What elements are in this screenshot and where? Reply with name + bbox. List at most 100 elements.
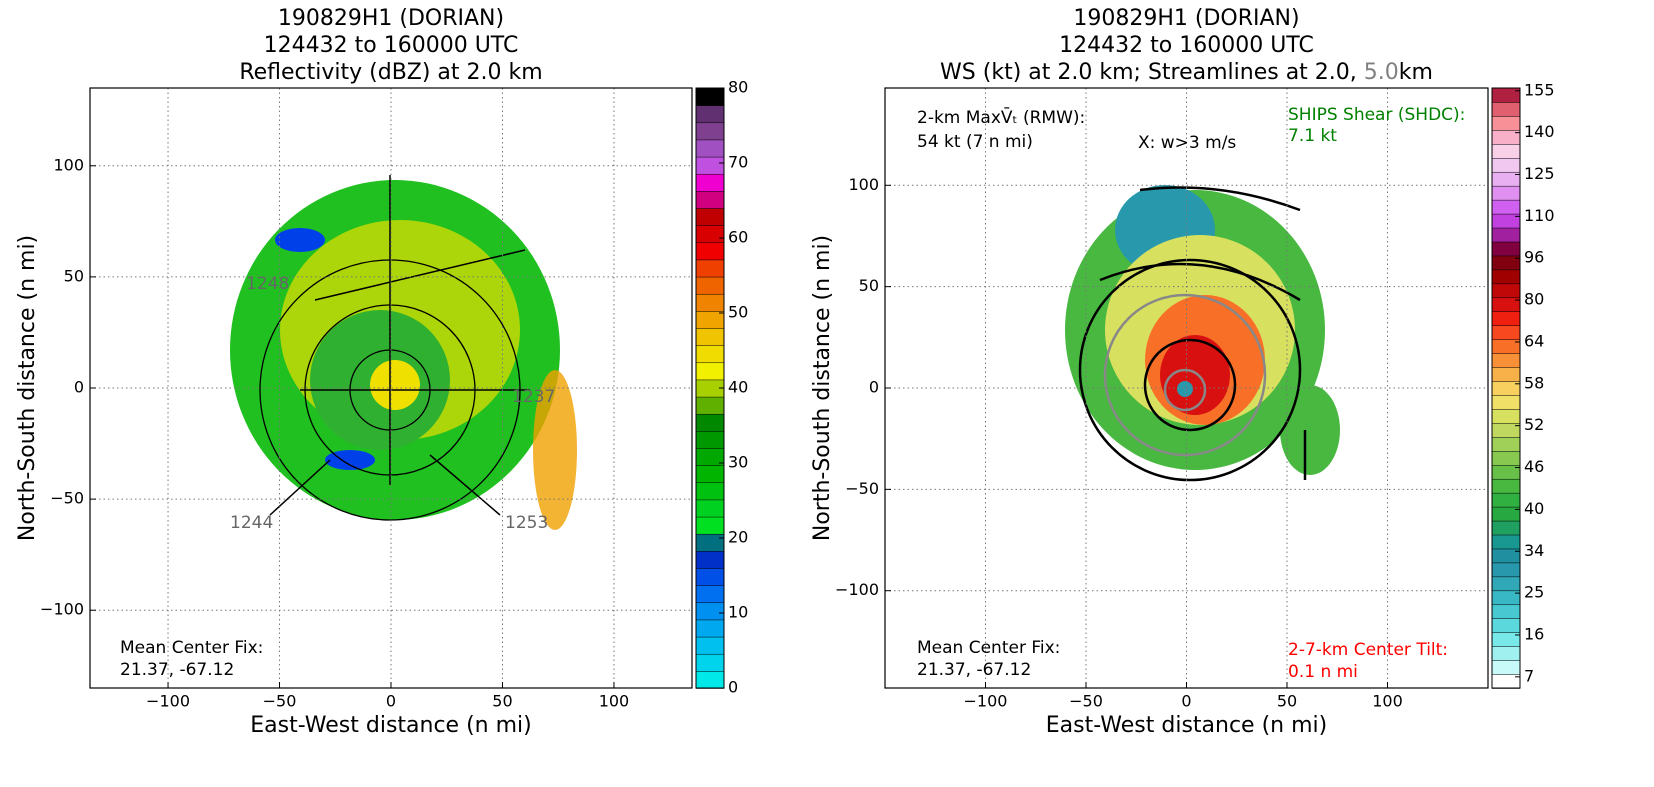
y-tick-label: 50 [64, 266, 84, 285]
colorbar-band [1491, 534, 1521, 550]
colorbar-band [695, 464, 725, 484]
x-tick-label: −50 [263, 692, 297, 711]
colorbar-tick-label: 16 [1524, 624, 1544, 643]
title-part: km [1399, 60, 1433, 85]
echo [1160, 335, 1230, 415]
colorbar-tick-label: 10 [728, 603, 748, 622]
colorbar-tick-label: 155 [1524, 80, 1555, 99]
colorbar-band [1491, 366, 1521, 382]
colorbar-band [1491, 617, 1521, 633]
annotation: 1253 [505, 513, 548, 533]
colorbar-band [1491, 157, 1521, 173]
colorbar-band [695, 430, 725, 449]
colorbar-tick-label: 52 [1524, 415, 1544, 434]
colorbar-band [1491, 143, 1521, 159]
y-axis-label: North-South distance (n mi) [810, 235, 835, 541]
colorbar-band [1491, 645, 1521, 661]
colorbar-band [695, 87, 725, 106]
colorbar-band [695, 139, 725, 158]
echo [325, 450, 375, 470]
x-axis-label: East-West distance (n mi) [1046, 713, 1327, 738]
colorbar-tick-label: 140 [1524, 122, 1555, 141]
plot-frame [89, 87, 693, 689]
colorbar-band [1491, 464, 1521, 480]
x-tick-label: 100 [599, 692, 630, 711]
x-tick-label: −100 [964, 692, 1008, 711]
echo [1177, 381, 1193, 397]
colorbar-tick-label: 60 [728, 228, 748, 247]
colorbar-band [1491, 324, 1521, 340]
annotation: Mean Center Fix: [917, 638, 1060, 658]
colorbar-band [1491, 255, 1521, 271]
x-tick-label: −50 [1069, 692, 1103, 711]
colorbar-tick-label: 96 [1524, 248, 1544, 267]
chart-title: WS (kt) at 2.0 km; Streamlines at 2.0, 5… [940, 60, 1433, 85]
colorbar-band [1491, 269, 1521, 285]
annotation: 1237 [512, 387, 555, 407]
annotation: X: w>3 m/s [1138, 133, 1236, 153]
y-tick-label: −50 [845, 479, 879, 498]
colorbar-band [695, 242, 725, 261]
colorbar-tick-label: 110 [1524, 206, 1555, 225]
x-tick-label: 50 [492, 692, 512, 711]
x-tick-label: 0 [1181, 692, 1191, 711]
colorbar-band [1491, 297, 1521, 313]
y-tick-label: −100 [40, 600, 84, 619]
chart-title: 124432 to 160000 UTC [264, 33, 519, 58]
colorbar-tick-label: 58 [1524, 373, 1544, 392]
colorbar-band [1491, 408, 1521, 424]
annotation: 54 kt (7 n mi) [917, 132, 1033, 152]
wind-barbs [259, 259, 521, 521]
colorbar-tick-label: 50 [728, 303, 748, 322]
colorbar-band [695, 584, 725, 604]
title-part: 124432 to 160000 UTC [1059, 33, 1314, 58]
colorbar-band [695, 259, 725, 278]
colorbar-tick-label: 70 [728, 153, 748, 172]
colorbar-band [1491, 199, 1521, 215]
colorbar-tick-label: 80 [1524, 290, 1544, 309]
x-tick-label: 100 [1372, 692, 1403, 711]
colorbar-band [695, 122, 725, 141]
colorbar-band [1491, 338, 1521, 354]
colorbar-band [695, 344, 725, 364]
colorbar-band [695, 550, 725, 569]
colorbar-band [1491, 590, 1521, 606]
chart-title: 124432 to 160000 UTC [1059, 33, 1314, 58]
plot-frame [884, 87, 1489, 689]
colorbar-band [695, 293, 725, 312]
colorbar-band [1491, 450, 1521, 466]
x-tick-label: 50 [1277, 692, 1297, 711]
colorbar-band [1491, 283, 1521, 299]
echo [370, 360, 420, 410]
colorbar-band [695, 207, 725, 226]
colorbar-band [695, 413, 725, 432]
annotation: 1248 [246, 274, 289, 294]
colorbar-band [695, 190, 725, 209]
colorbar-band [695, 619, 725, 638]
colorbar-band [1491, 241, 1521, 257]
colorbar-band [695, 104, 725, 124]
echo [1280, 385, 1340, 475]
colorbar-band [1491, 673, 1521, 689]
chart-title: Reflectivity (dBZ) at 2.0 km [239, 60, 542, 85]
y-axis-label: North-South distance (n mi) [15, 235, 40, 541]
colorbar-band [1491, 101, 1521, 117]
title-part: WS (kt) at 2.0 km; Streamlines at 2.0, [940, 60, 1364, 85]
colorbar-band [695, 156, 725, 175]
reflectivity-field [230, 175, 577, 530]
colorbar-band [695, 310, 725, 329]
wind-field [1065, 185, 1340, 482]
flight-track [269, 175, 530, 516]
annotation: Mean Center Fix: [120, 638, 263, 658]
echo [275, 228, 325, 252]
x-axis-label: East-West distance (n mi) [250, 713, 531, 738]
colorbar-band [1491, 492, 1521, 508]
colorbar-band [1491, 129, 1521, 145]
colorbar-band [695, 173, 725, 192]
colorbar-band [695, 396, 725, 415]
x-tick-label: 0 [386, 692, 396, 711]
colorbar-band [695, 516, 725, 535]
colorbar-band [695, 276, 725, 295]
colorbar-tick-label: 34 [1524, 541, 1544, 560]
colorbar-band [1491, 87, 1521, 103]
